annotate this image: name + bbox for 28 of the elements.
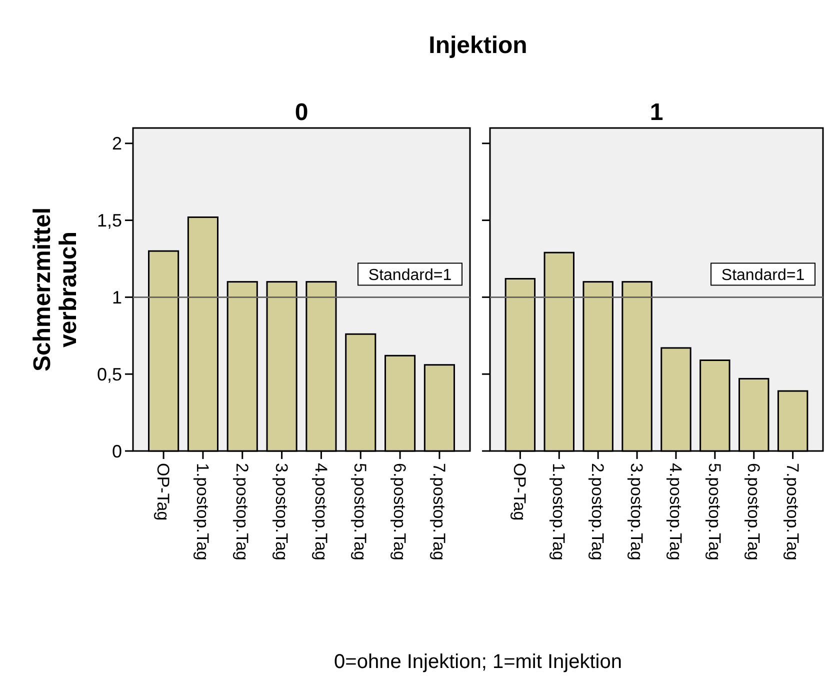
y-tick-label: 1,5 — [96, 210, 122, 231]
y-tick-label: 0,5 — [96, 364, 122, 384]
x-tick-label: 5.postop.Tag — [350, 463, 370, 560]
x-tick-label: 7.postop.Tag — [430, 463, 449, 560]
ref-line-label: Standard=1 — [721, 267, 805, 284]
chart-subtitle: 0 — [294, 99, 308, 126]
text: 0=ohne Injektion; 1=mit Injektion — [334, 651, 622, 673]
y-tick-label: 1 — [112, 287, 122, 308]
y-axis-title: Schmerzmittel verbrauch — [29, 207, 82, 372]
x-tick-label: OP-Tag — [510, 463, 530, 521]
x-tick-label: 4.postop.Tag — [666, 463, 686, 560]
x-tick-label: 3.postop.Tag — [272, 463, 291, 560]
x-tick-label: 6.postop.Tag — [390, 463, 410, 560]
y-tick-label: 2 — [112, 134, 122, 154]
x-tick-label: 2.postop.Tag — [588, 463, 608, 560]
x-tick-label: 7.postop.Tag — [782, 463, 802, 560]
chart-subtitle: 1 — [650, 99, 664, 126]
x-tick-label: OP-Tag — [154, 463, 173, 521]
x-tick-label: 5.postop.Tag — [704, 463, 724, 560]
x-tick-label: 1.postop.Tag — [193, 463, 212, 560]
y-tick-label: 0 — [112, 441, 122, 462]
x-tick-label: 4.postop.Tag — [311, 463, 330, 560]
x-tick-label: 3.postop.Tag — [627, 463, 646, 560]
chart-title: Injektion — [428, 32, 528, 59]
x-tick-label: 2.postop.Tag — [232, 463, 252, 560]
x-tick-label: 1.postop.Tag — [549, 463, 568, 560]
x-tick-label: 6.postop.Tag — [744, 463, 763, 560]
ref-line-label: Standard=1 — [368, 267, 452, 284]
